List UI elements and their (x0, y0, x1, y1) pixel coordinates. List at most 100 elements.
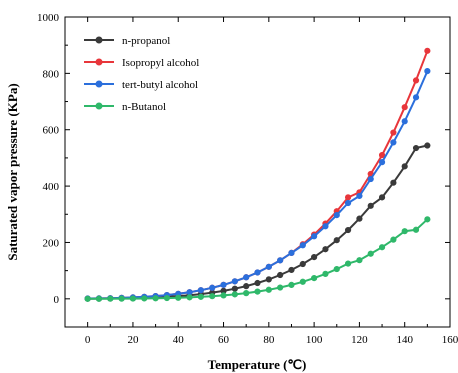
data-point (378, 194, 386, 201)
data-point (322, 270, 329, 277)
data-point (243, 274, 250, 281)
data-point (344, 260, 352, 267)
data-point (197, 293, 204, 300)
data-point (311, 275, 318, 282)
legend-item: n-Butanol (84, 101, 166, 113)
data-point (424, 68, 431, 75)
legend-marker (95, 102, 103, 110)
data-point (333, 237, 340, 244)
legend-label: n-Butanol (122, 101, 166, 113)
data-point (299, 260, 306, 268)
data-point (378, 159, 386, 166)
data-point (197, 287, 204, 294)
x-tick-label: 0 (85, 334, 91, 346)
data-point (367, 175, 374, 183)
data-point (231, 285, 238, 292)
data-point (288, 281, 295, 288)
x-tick-label: 160 (442, 334, 458, 346)
data-point (277, 257, 284, 264)
data-point (265, 276, 272, 283)
data-point (401, 228, 408, 235)
data-point (288, 249, 295, 256)
data-point (390, 129, 397, 136)
x-tick-label: 80 (263, 334, 275, 346)
x-tick-label: 20 (127, 334, 139, 346)
series-line (87, 144, 428, 300)
data-point (356, 257, 363, 264)
legend-label: tert-butyl alcohol (122, 79, 198, 91)
y-tick-label: 0 (54, 294, 60, 306)
data-point (401, 163, 408, 170)
data-point (311, 233, 318, 240)
legend-label: n-propanol (122, 35, 170, 47)
series-layer (84, 47, 431, 302)
data-point (231, 291, 238, 298)
x-tick-label: 120 (351, 334, 368, 346)
y-axis-title: Saturated vapor pressure (KPa) (5, 83, 20, 260)
data-point (209, 284, 216, 291)
data-point (243, 283, 250, 290)
data-point (95, 295, 103, 302)
data-point (356, 215, 363, 222)
data-point (378, 244, 386, 251)
data-point (220, 281, 227, 288)
data-point (333, 212, 340, 219)
y-tick-label: 1000 (37, 12, 60, 24)
legend-marker (95, 80, 103, 88)
x-tick-label: 140 (396, 334, 413, 346)
data-point (424, 142, 431, 149)
data-point (344, 199, 352, 207)
series-line (87, 218, 429, 300)
legend-item: tert-butyl alcohol (84, 79, 198, 91)
data-point (265, 286, 272, 293)
data-point (401, 118, 408, 125)
data-point (412, 94, 420, 101)
x-tick-label: 60 (218, 334, 230, 346)
legend-marker (95, 36, 103, 44)
data-point (311, 254, 318, 261)
data-point (390, 236, 397, 243)
x-axis-title: Temperature (℃) (208, 357, 307, 372)
data-point (412, 226, 420, 233)
data-point (254, 288, 261, 295)
data-point (277, 284, 284, 291)
data-point (231, 278, 238, 285)
legend-item: n-propanol (84, 35, 170, 47)
data-point (107, 295, 114, 302)
data-point (209, 293, 216, 300)
y-tick-label: 800 (43, 68, 60, 80)
data-point (141, 295, 148, 302)
data-point (186, 294, 193, 301)
data-point (424, 47, 431, 54)
data-point (299, 278, 306, 285)
axis-ticks: 0 20 40 60 80 100 120 140 160 0 200 400 600 800 1000 (37, 12, 458, 346)
data-point (367, 250, 374, 257)
data-point (265, 263, 272, 270)
data-point (401, 104, 408, 111)
data-point (412, 77, 420, 84)
data-point (367, 202, 374, 209)
data-point (356, 192, 363, 200)
data-point (129, 295, 137, 302)
x-tick-label: 100 (306, 334, 323, 346)
plot-frame (64, 16, 451, 328)
y-tick-label: 600 (43, 125, 60, 137)
data-point (412, 144, 420, 152)
plot-border (64, 16, 451, 328)
data-point (344, 194, 352, 201)
data-point (175, 294, 182, 301)
y-tick-label: 400 (43, 181, 60, 193)
legend-item: Isopropyl alcohol (84, 57, 199, 69)
data-point (322, 223, 329, 230)
data-point (390, 139, 397, 146)
data-point (424, 216, 431, 223)
data-point (186, 289, 193, 296)
data-point (333, 265, 340, 273)
data-point (378, 151, 386, 159)
legend-marker (95, 58, 103, 66)
data-point (254, 269, 261, 276)
y-tick-label: 200 (43, 237, 60, 249)
data-point (118, 295, 125, 302)
data-point (254, 279, 261, 287)
